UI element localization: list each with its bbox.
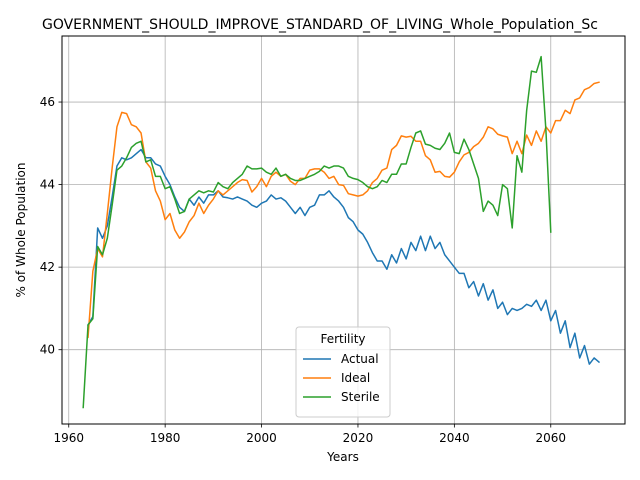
x-tick-label: 2060	[535, 431, 566, 445]
x-axis-label: Years	[326, 450, 359, 464]
y-tick-label: 40	[40, 343, 55, 357]
legend-items: Actual Ideal Sterile	[303, 352, 380, 404]
series-line-ideal	[87, 81, 600, 339]
plot-area-frame	[61, 35, 626, 425]
x-tick-label: 1960	[53, 431, 84, 445]
series-lines	[82, 55, 601, 409]
x-tick-label: 1980	[150, 431, 181, 445]
y-tick-label: 44	[40, 178, 55, 192]
legend-label-sterile: Sterile	[341, 390, 380, 404]
legend-box	[295, 326, 391, 418]
y-axis-label: % of Whole Population	[14, 163, 28, 298]
legend-label-ideal: Ideal	[341, 371, 370, 385]
y-tick-label: 42	[40, 260, 55, 274]
chart-title: GOVERNMENT_SHOULD_IMPROVE_STANDARD_OF_LI…	[42, 17, 598, 33]
series-line-sterile	[82, 55, 552, 409]
x-tick-label: 2040	[439, 431, 470, 445]
legend: Fertility Actual Ideal Sterile	[295, 326, 391, 418]
legend-label-actual: Actual	[341, 352, 379, 366]
x-tick-label: 2020	[343, 431, 374, 445]
legend-title: Fertility	[320, 332, 365, 346]
x-tick-label: 2000	[246, 431, 277, 445]
y-tick-label: 46	[40, 95, 55, 109]
axis-ticks: 1960 1980 2000 2020 2040 2060 40 42 44 46	[40, 95, 566, 445]
